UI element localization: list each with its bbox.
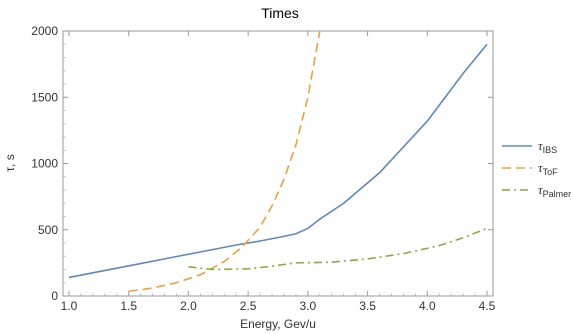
x-tick-label: 1.5 [120,299,137,313]
x-tick-label: 2.0 [180,299,197,313]
series-layer [68,31,488,293]
y-tick-label: 0 [51,289,58,303]
legend-label-ibs: τIBS [538,138,557,155]
legend-subscript: Palmer [543,189,572,199]
legend-subscript: IBS [543,145,558,155]
y-axis-label: τ, s [3,154,17,171]
y-tick-label: 1000 [31,157,58,171]
legend-label-tof: τToF [538,160,558,177]
y-tick-label: 500 [38,223,58,237]
x-tick-label: 2.5 [240,299,257,313]
y-axis: 0 500 1000 1500 2000 [31,24,493,303]
legend-subscript: ToF [543,167,559,177]
x-tick-label: 4.0 [419,299,436,313]
x-tick-label: 3.5 [359,299,376,313]
x-axis: 1.0 1.5 2.0 2.5 3.0 3.5 4.0 4.5 [61,31,496,313]
legend-symbol: τ [538,138,544,153]
plot-frame [62,30,494,297]
x-tick-label: 1.0 [61,299,78,313]
y-tick-label: 2000 [31,24,58,38]
legend-symbol: τ [538,182,544,197]
series-line-tof [128,31,321,293]
x-tick-label: 3.0 [300,299,317,313]
legend-label-palmer: τPalmer [538,182,571,199]
y-tick-label: 1500 [31,90,58,104]
series-line-ibs [68,43,488,279]
legend-symbol: τ [538,160,544,175]
chart-title: Times [261,5,299,21]
x-tick-label: 4.5 [479,299,496,313]
series-line-palmer [188,227,488,271]
x-axis-label: Energy, Gev/u [240,317,316,331]
